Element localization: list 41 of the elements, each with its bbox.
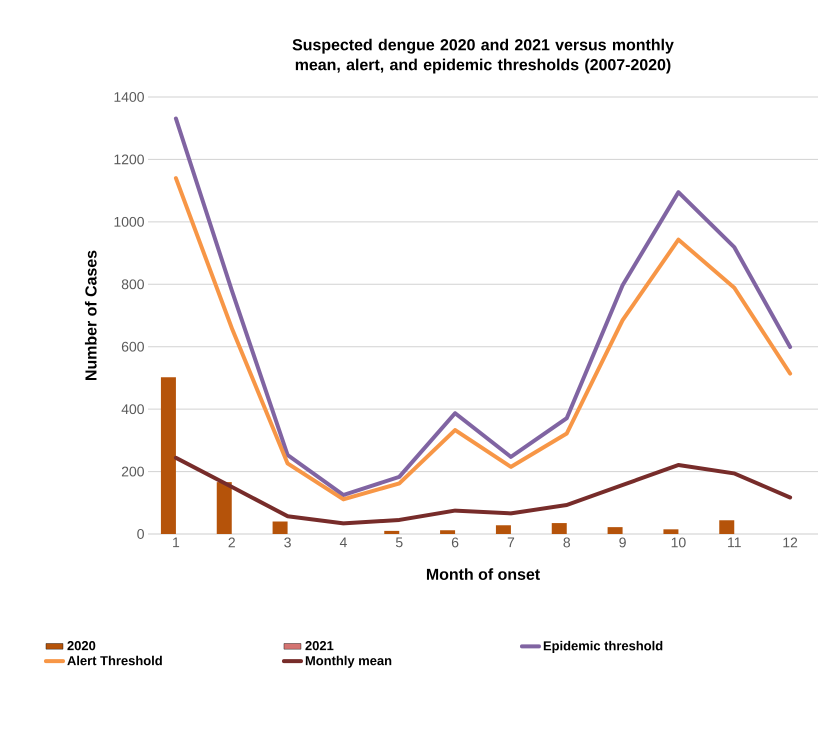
legend-label: Monthly mean <box>306 656 392 668</box>
bar <box>663 529 678 534</box>
y-tick-label: 1000 <box>114 216 144 227</box>
bar <box>440 530 456 534</box>
bar <box>719 520 734 534</box>
line-series <box>174 176 792 502</box>
y-tick-label: 400 <box>122 404 144 414</box>
line-series <box>174 116 792 497</box>
y-tick-label: 600 <box>122 342 144 352</box>
x-tick-label: 3 <box>284 538 291 548</box>
x-tick-label: 1 <box>173 538 180 548</box>
line-series <box>174 456 792 526</box>
x-tick-label: 9 <box>619 538 626 548</box>
x-tick-label: 11 <box>728 538 741 548</box>
y-tick-label: 200 <box>122 466 144 477</box>
x-tick-label: 8 <box>563 538 570 548</box>
bar <box>160 377 176 534</box>
chart-title: Suspected dengue 2020 and 2021 versus monthly mean, alert, and epidemic thresholds (2007-2020) <box>292 38 674 74</box>
x-tick-label: 2 <box>228 538 235 548</box>
x-tick-label: 4 <box>340 538 347 548</box>
x-tick-label: 6 <box>452 538 458 548</box>
legend-label: Epidemic threshold <box>544 640 662 653</box>
bar <box>216 482 232 534</box>
legend-label: 2021 <box>305 641 334 650</box>
y-tick-label: 1200 <box>114 154 144 164</box>
bar <box>496 525 511 534</box>
bar <box>552 523 567 534</box>
bar <box>384 530 400 534</box>
y-tick-label: 0 <box>137 529 144 539</box>
bar <box>608 527 623 534</box>
legend-label: Alert Threshold <box>67 656 162 666</box>
y-tick-label: 800 <box>122 279 144 290</box>
x-tick-label: 12 <box>783 538 798 548</box>
legend-label: 2020 <box>67 641 96 650</box>
x-tick-label: 7 <box>508 538 514 548</box>
bar <box>272 522 288 534</box>
x-tick-label: 10 <box>672 538 686 548</box>
y-tick-label: 1400 <box>114 92 144 102</box>
y-axis-title: Number of Cases <box>84 250 97 380</box>
x-axis-title: Month of onset <box>426 568 540 580</box>
x-tick-label: 5 <box>396 538 403 548</box>
